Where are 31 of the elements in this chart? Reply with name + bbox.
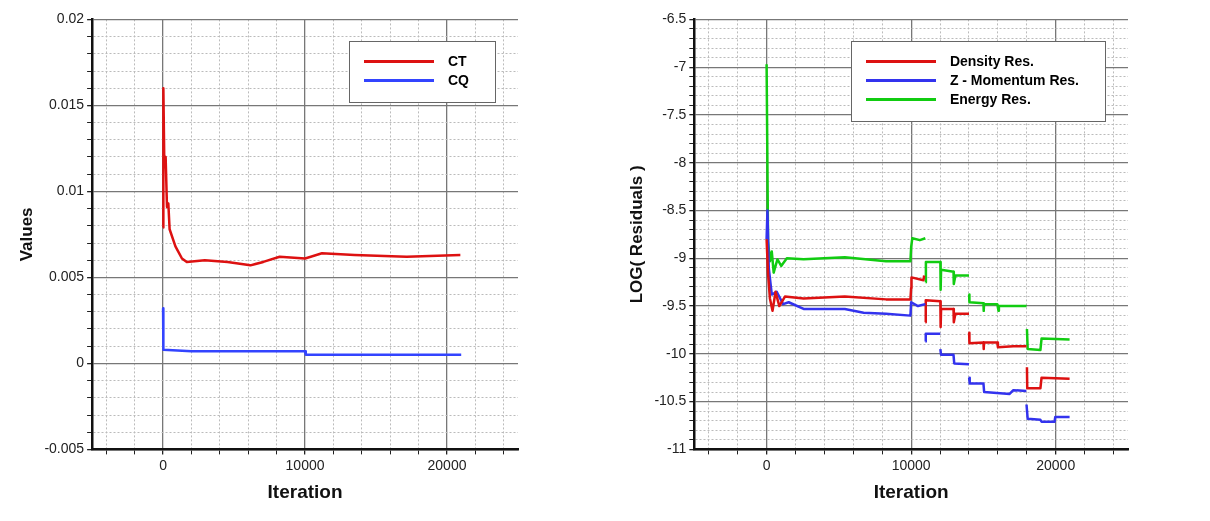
y-tick-label: -11 bbox=[667, 440, 687, 457]
legend-label: Energy Res. bbox=[949, 90, 1031, 110]
x-tick-label: 20000 bbox=[427, 456, 467, 473]
y-tick-label: 0.015 bbox=[49, 96, 85, 113]
x-tick-label: 10000 bbox=[285, 456, 325, 473]
x-tick-label: 0 bbox=[159, 456, 168, 473]
x-tick-label: 20000 bbox=[1036, 456, 1076, 473]
y-tick-label: 0.005 bbox=[49, 268, 85, 285]
y-tick-label: -8 bbox=[673, 153, 687, 170]
y-tick-label: -10 bbox=[666, 344, 687, 361]
x-tick-label: 0 bbox=[762, 456, 771, 473]
y-tick-label: -10.5 bbox=[654, 392, 687, 409]
x-tick-label: 10000 bbox=[891, 456, 931, 473]
y-axis-title: LOG( Residuals ) bbox=[626, 165, 646, 304]
y-tick-label: 0 bbox=[76, 354, 85, 371]
y-tick-label: -9.5 bbox=[662, 296, 687, 313]
y-tick-label: -9 bbox=[673, 249, 687, 266]
y-tick-label: -7.5 bbox=[662, 105, 687, 122]
y-tick-label: 0.01 bbox=[56, 182, 85, 199]
y-tick-label: -8.5 bbox=[662, 201, 687, 218]
legend-label: Z - Momentum Res. bbox=[949, 71, 1079, 91]
y-tick-label: -7 bbox=[673, 58, 687, 75]
y-tick-label: -0.005 bbox=[44, 440, 85, 457]
legend-label: CQ bbox=[448, 71, 469, 91]
y-tick-label: 0.02 bbox=[56, 10, 85, 27]
x-axis-title: Iteration bbox=[873, 480, 949, 502]
y-axis-title: Values bbox=[16, 207, 36, 262]
y-tick-label: -6.5 bbox=[662, 10, 687, 27]
legend-label: CT bbox=[448, 52, 467, 72]
legend-label: Density Res. bbox=[949, 52, 1034, 72]
x-axis-title: Iteration bbox=[267, 480, 343, 502]
